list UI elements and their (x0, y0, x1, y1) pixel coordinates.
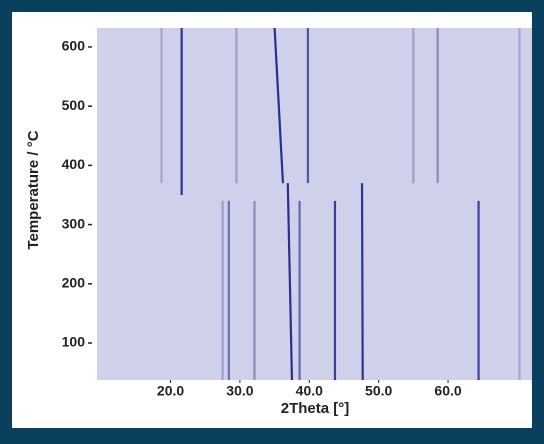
x-tick-label: 20.0 (157, 383, 184, 399)
y-tick-label: 400 (62, 156, 86, 172)
x-tick-label: 30.0 (226, 383, 253, 399)
y-tick-label: 500 (62, 97, 86, 113)
y-tick-label: 300 (62, 215, 86, 231)
diffraction-line (286, 183, 294, 381)
y-tick-label: 600 (62, 38, 86, 54)
y-tick-label: 100 (62, 334, 86, 350)
x-tick-label: 50.0 (365, 383, 392, 399)
x-axis-label: 2Theta [°] (281, 400, 350, 417)
diffraction-line (273, 27, 285, 184)
x-tick-label: 40.0 (296, 383, 323, 399)
y-tick-label: 200 (62, 274, 86, 290)
x-tick-label: 60.0 (434, 383, 461, 399)
plot-background (97, 28, 532, 380)
y-axis-label: Temperature / °C (25, 130, 42, 249)
diffraction-line (360, 183, 364, 381)
